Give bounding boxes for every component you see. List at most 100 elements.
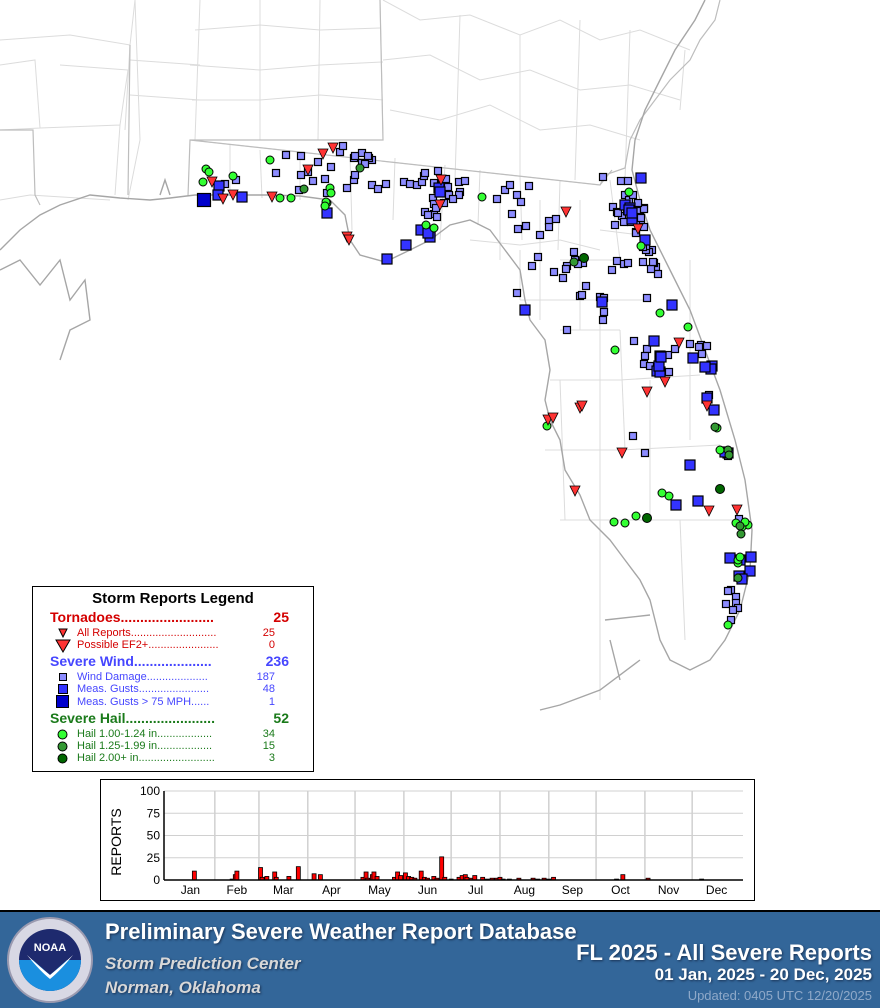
- hail-mid-marker: [736, 529, 746, 539]
- wind-damage-marker: [513, 224, 523, 234]
- y-tick-label: 100: [140, 784, 160, 798]
- chart-bar: [620, 874, 626, 881]
- x-tick-label: Jan: [181, 883, 200, 897]
- tornado-marker: [206, 176, 218, 188]
- tornado-marker: [560, 206, 572, 218]
- x-tick-label: Aug: [514, 883, 535, 897]
- tornado-marker: [569, 485, 581, 497]
- wind-damage-marker: [432, 212, 442, 222]
- gust-75mph-marker: [196, 192, 212, 208]
- footer-updated: Updated: 0405 UTC 12/20/2025: [687, 988, 872, 1003]
- wind-damage-marker: [535, 230, 545, 240]
- hail-mid-marker: [355, 163, 365, 173]
- wind-damage-marker: [636, 213, 646, 223]
- dark-green-circle-icon: [57, 753, 68, 764]
- tornado-marker: [266, 191, 278, 203]
- measured-gust-marker: [670, 499, 682, 511]
- wind-damage-marker: [373, 184, 383, 194]
- tornado-marker: [327, 142, 339, 154]
- light-green-circle-icon: [57, 729, 68, 740]
- chart-bar: [311, 873, 317, 881]
- chart-axes: 0 25 50 75 100 Jan Feb Mar Apr May Jun Jul Aug Sep Oct…: [140, 784, 743, 897]
- wind-damage-marker: [326, 162, 336, 172]
- wind-damage-marker: [500, 185, 510, 195]
- tornado-markers: [206, 142, 743, 517]
- hail-small-marker: [421, 220, 431, 230]
- tornado-marker: [673, 337, 685, 349]
- hail-small-marker: [655, 308, 665, 318]
- wind-damage-marker: [640, 448, 650, 458]
- tornado-marker: [731, 504, 743, 516]
- wind-damage-marker: [405, 179, 415, 189]
- chart-bar: [439, 856, 445, 881]
- wind-damage-marker: [616, 176, 626, 186]
- hail-small-marker: [286, 193, 296, 203]
- wind-damage-marker: [598, 172, 608, 182]
- measured-gust-marker: [648, 335, 660, 347]
- large-dark-blue-square-icon: [56, 695, 69, 708]
- chart-grid: [164, 790, 743, 881]
- tornado-marker: [576, 400, 588, 412]
- severe-reports-map: [0, 0, 757, 711]
- tornado-marker: [616, 447, 628, 459]
- hail-small-marker: [631, 511, 641, 521]
- tornado-marker: [701, 400, 713, 412]
- wind-damage-marker: [581, 281, 591, 291]
- x-tick-label: May: [368, 883, 391, 897]
- measured-gust-marker: [692, 495, 704, 507]
- footer-location: Norman, Oklahoma: [105, 978, 261, 997]
- wind-damage-marker: [628, 431, 638, 441]
- wind-damage-marker: [721, 599, 731, 609]
- wind-damage-marker: [350, 151, 360, 161]
- wind-damage-marker: [613, 208, 623, 218]
- measured-gust-marker: [745, 551, 757, 563]
- wind-damage-marker: [420, 168, 430, 178]
- wind-damage-marker: [320, 174, 330, 184]
- hail-mid-markers: [299, 163, 746, 583]
- y-tick-label: 25: [147, 851, 161, 865]
- wind-damage-marker: [612, 256, 622, 266]
- tornado-marker: [434, 199, 446, 211]
- wind-damage-marker: [363, 151, 373, 161]
- wind-damage-marker: [642, 293, 652, 303]
- tornado-marker: [659, 376, 671, 388]
- hail-large-marker: [715, 484, 725, 494]
- noaa-logo-icon: NOAA: [7, 917, 93, 1003]
- chart-bar: [295, 866, 301, 881]
- wind-damage-marker: [577, 290, 587, 300]
- hail-mid-marker: [724, 450, 734, 460]
- wind-damage-marker: [653, 269, 663, 279]
- tornado-marker: [435, 174, 447, 186]
- wind-damage-marker: [623, 258, 633, 268]
- wind-damage-marker: [423, 210, 433, 220]
- tornado-marker: [547, 412, 559, 424]
- wind-damage-marker: [507, 209, 517, 219]
- wind-damage-marker: [350, 170, 360, 180]
- wind-damage-marker: [623, 176, 633, 186]
- state-borders: [0, 0, 721, 206]
- wind-damage-marker: [558, 273, 568, 283]
- wind-damage-marker: [342, 183, 352, 193]
- gust-75mph-markers: [196, 192, 212, 208]
- hail-large-marker: [642, 513, 652, 523]
- wind-damage-marker: [569, 247, 579, 257]
- hail-small-marker: [204, 167, 214, 177]
- hail-small-marker: [320, 201, 330, 211]
- hail-small-marker: [715, 445, 725, 455]
- wind-damage-marker: [610, 220, 620, 230]
- wind-damage-marker: [492, 194, 502, 204]
- y-tick-label: 75: [147, 806, 161, 820]
- wind-damage-marker: [544, 222, 554, 232]
- hail-small-marker: [275, 193, 285, 203]
- hail-small-marker: [477, 192, 487, 202]
- chart-ylabel: REPORTS: [108, 808, 124, 875]
- wind-damage-marker: [512, 190, 522, 200]
- wind-damage-marker: [296, 170, 306, 180]
- wind-damage-marker: [599, 307, 609, 317]
- tornado-marker: [317, 148, 329, 160]
- wind-damage-marker: [728, 605, 738, 615]
- measured-gust-marker: [699, 361, 711, 373]
- tornado-marker: [641, 386, 653, 398]
- wind-damage-marker: [702, 341, 712, 351]
- wind-damage-marker: [648, 257, 658, 267]
